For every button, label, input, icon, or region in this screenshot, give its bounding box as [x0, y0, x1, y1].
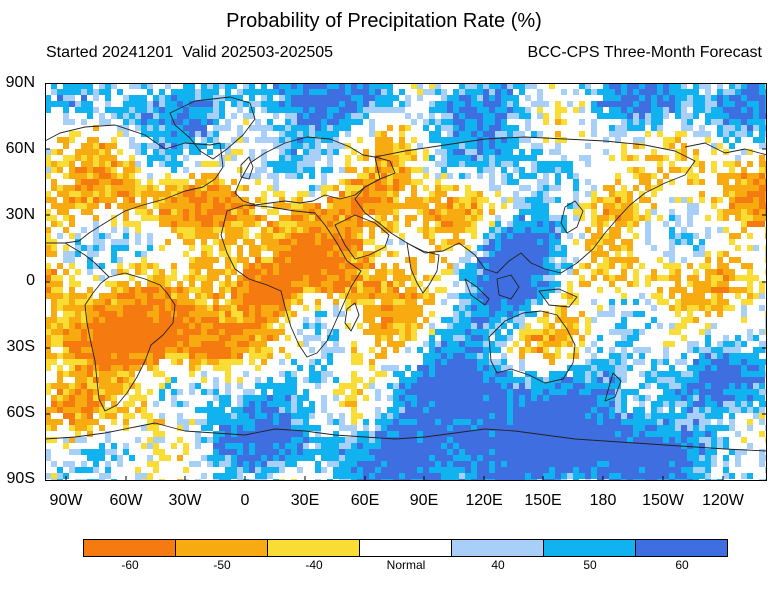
coast-asia [354, 136, 696, 274]
coast-europe [234, 136, 396, 206]
coast-borneo [496, 274, 520, 300]
legend-swatch-minus-40 [268, 540, 360, 556]
forecast-source: BCC-CPS Three-Month Forecast [527, 44, 762, 61]
lat-label-equator: 0 [26, 272, 35, 289]
lon-label-120w: 120W [702, 492, 744, 509]
legend-label-40: 40 [491, 558, 505, 572]
coast-sumatra [464, 278, 490, 306]
coast-japan [560, 200, 584, 234]
legend-swatch-minus-60 [84, 540, 176, 556]
forecast-period: Started 20241201 Valid 202503-202505 [46, 44, 334, 61]
coast-new-guinea [538, 288, 578, 308]
lat-label-90s: 90S [6, 470, 35, 487]
legend-label-minus-40: -40 [305, 558, 323, 572]
coast-africa [220, 204, 362, 358]
lon-label-120e: 120E [465, 492, 503, 509]
coast-india [406, 242, 440, 294]
lon-label-30e: 30E [290, 492, 320, 509]
coast-antarctica [45, 422, 767, 452]
legend-label-60: 60 [675, 558, 689, 572]
legend-swatch-50 [544, 540, 636, 556]
coast-madagascar [344, 302, 360, 332]
lon-label-90w: 90W [49, 492, 83, 509]
map-ticks [45, 148, 767, 481]
coast-north-america [45, 124, 224, 244]
precipitation-probability-map [45, 83, 767, 481]
lat-label-30s: 30S [6, 338, 35, 355]
lat-label-90n: 90N [5, 74, 35, 91]
color-legend [83, 539, 728, 557]
probability-grid [45, 83, 767, 481]
coastlines [45, 96, 767, 452]
lon-label-180: 180 [589, 492, 617, 509]
lat-label-30n: 30N [5, 206, 35, 223]
coast-south-america [84, 272, 176, 412]
lat-label-60n: 60N [5, 140, 35, 157]
coast-great-britain [240, 156, 254, 180]
legend-swatch-60 [636, 540, 727, 556]
lon-label-0: 0 [240, 492, 250, 509]
coast-greenland [169, 96, 256, 160]
lon-label-60e: 60E [350, 492, 380, 509]
legend-label-minus-50: -50 [213, 558, 231, 572]
lat-label-60s: 60S [6, 404, 35, 421]
coast-australia [488, 310, 576, 384]
legend-label-normal: Normal [386, 558, 426, 572]
chart-title: Probability of Precipitation Rate (%) [226, 10, 542, 32]
coast-alaska [684, 142, 767, 156]
coast-central-america [64, 242, 110, 278]
legend-swatch-normal [360, 540, 452, 556]
lon-label-90e: 90E [409, 492, 439, 509]
lon-label-60w: 60W [109, 492, 143, 509]
legend-label-50: 50 [583, 558, 597, 572]
lon-label-150w: 150W [642, 492, 684, 509]
coast-arabia [334, 214, 390, 260]
coast-new-zealand [604, 372, 622, 402]
legend-swatch-minus-50 [176, 540, 268, 556]
lon-label-30w: 30W [168, 492, 202, 509]
lon-label-150e: 150E [524, 492, 562, 509]
legend-swatch-40 [452, 540, 544, 556]
legend-label-minus-60: -60 [121, 558, 139, 572]
